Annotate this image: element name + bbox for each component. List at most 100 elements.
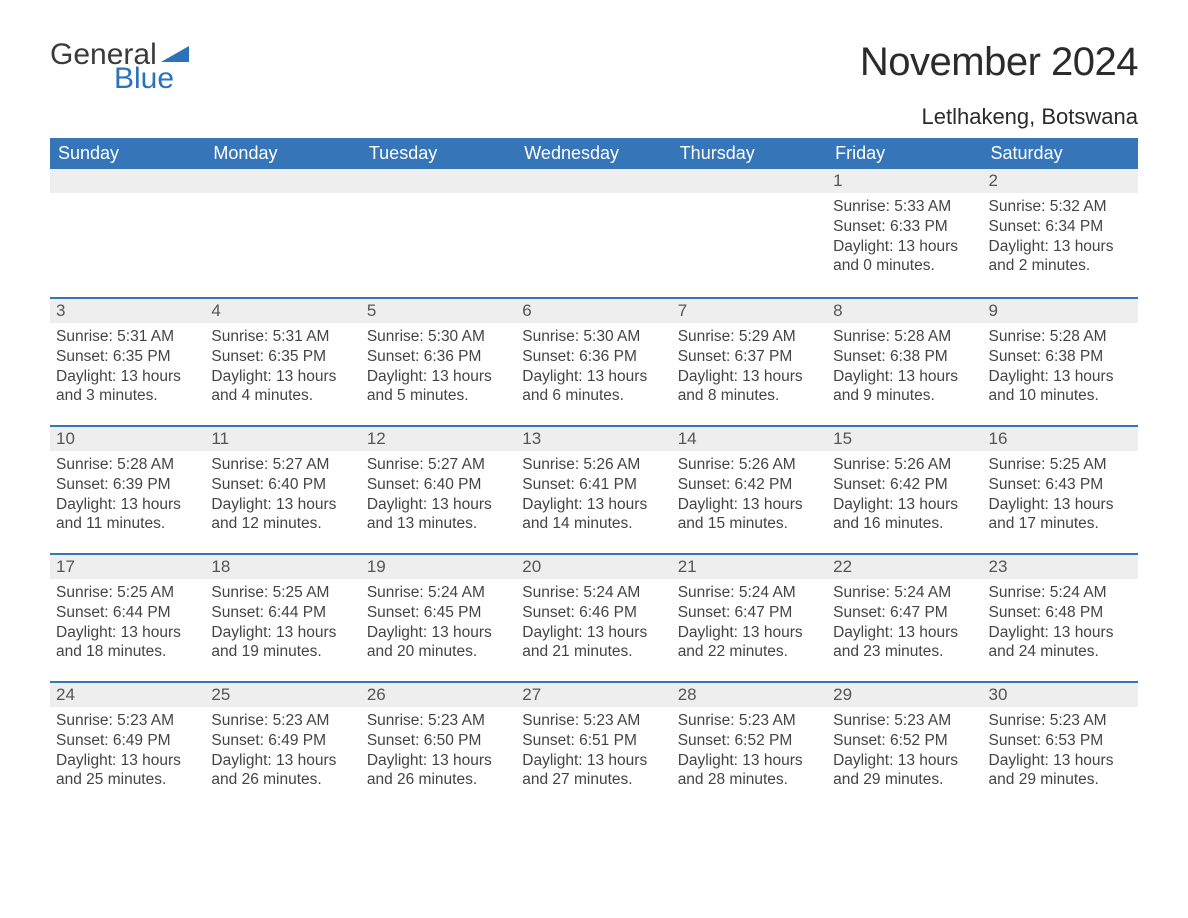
sunset-text: Sunset: 6:42 PM <box>678 475 821 495</box>
day-number: 20 <box>516 553 671 579</box>
day-details: Sunrise: 5:26 AMSunset: 6:42 PMDaylight:… <box>827 451 982 544</box>
calendar-table: SundayMondayTuesdayWednesdayThursdayFrid… <box>50 138 1138 809</box>
calendar-cell: 7Sunrise: 5:29 AMSunset: 6:37 PMDaylight… <box>672 297 827 425</box>
daylight-text: Daylight: 13 hours and 2 minutes. <box>989 237 1132 277</box>
day-number-empty <box>50 169 205 193</box>
daylight-text: Daylight: 13 hours and 21 minutes. <box>522 623 665 663</box>
day-number: 12 <box>361 425 516 451</box>
sunrise-text: Sunrise: 5:23 AM <box>678 711 821 731</box>
sunset-text: Sunset: 6:37 PM <box>678 347 821 367</box>
day-number: 18 <box>205 553 360 579</box>
day-number: 19 <box>361 553 516 579</box>
calendar-cell: 8Sunrise: 5:28 AMSunset: 6:38 PMDaylight… <box>827 297 982 425</box>
day-details: Sunrise: 5:30 AMSunset: 6:36 PMDaylight:… <box>361 323 516 416</box>
calendar-cell <box>205 169 360 297</box>
sunrise-text: Sunrise: 5:33 AM <box>833 197 976 217</box>
sunrise-text: Sunrise: 5:23 AM <box>833 711 976 731</box>
calendar-cell <box>516 169 671 297</box>
day-number: 7 <box>672 297 827 323</box>
location-label: Letlhakeng, Botswana <box>50 104 1138 130</box>
day-number: 3 <box>50 297 205 323</box>
day-details: Sunrise: 5:25 AMSunset: 6:43 PMDaylight:… <box>983 451 1138 544</box>
day-number: 21 <box>672 553 827 579</box>
logo-text-blue: Blue <box>114 64 189 94</box>
sunset-text: Sunset: 6:49 PM <box>56 731 199 751</box>
calendar-cell: 26Sunrise: 5:23 AMSunset: 6:50 PMDayligh… <box>361 681 516 809</box>
calendar-cell: 17Sunrise: 5:25 AMSunset: 6:44 PMDayligh… <box>50 553 205 681</box>
daylight-text: Daylight: 13 hours and 16 minutes. <box>833 495 976 535</box>
sunset-text: Sunset: 6:40 PM <box>211 475 354 495</box>
calendar-cell: 9Sunrise: 5:28 AMSunset: 6:38 PMDaylight… <box>983 297 1138 425</box>
daylight-text: Daylight: 13 hours and 26 minutes. <box>211 751 354 791</box>
calendar-cell: 29Sunrise: 5:23 AMSunset: 6:52 PMDayligh… <box>827 681 982 809</box>
calendar-cell: 16Sunrise: 5:25 AMSunset: 6:43 PMDayligh… <box>983 425 1138 553</box>
day-details: Sunrise: 5:23 AMSunset: 6:52 PMDaylight:… <box>672 707 827 800</box>
calendar-cell: 6Sunrise: 5:30 AMSunset: 6:36 PMDaylight… <box>516 297 671 425</box>
sunset-text: Sunset: 6:43 PM <box>989 475 1132 495</box>
day-details: Sunrise: 5:24 AMSunset: 6:47 PMDaylight:… <box>672 579 827 672</box>
sunrise-text: Sunrise: 5:25 AM <box>989 455 1132 475</box>
day-details: Sunrise: 5:25 AMSunset: 6:44 PMDaylight:… <box>50 579 205 672</box>
calendar-cell: 2Sunrise: 5:32 AMSunset: 6:34 PMDaylight… <box>983 169 1138 297</box>
day-number: 5 <box>361 297 516 323</box>
sunrise-text: Sunrise: 5:25 AM <box>56 583 199 603</box>
calendar-cell <box>672 169 827 297</box>
day-number: 4 <box>205 297 360 323</box>
sunset-text: Sunset: 6:49 PM <box>211 731 354 751</box>
day-number: 26 <box>361 681 516 707</box>
logo: General Blue <box>50 40 189 94</box>
sunset-text: Sunset: 6:36 PM <box>367 347 510 367</box>
sunrise-text: Sunrise: 5:28 AM <box>56 455 199 475</box>
day-number: 17 <box>50 553 205 579</box>
day-details: Sunrise: 5:24 AMSunset: 6:48 PMDaylight:… <box>983 579 1138 672</box>
day-number: 8 <box>827 297 982 323</box>
sunset-text: Sunset: 6:35 PM <box>56 347 199 367</box>
calendar-cell: 13Sunrise: 5:26 AMSunset: 6:41 PMDayligh… <box>516 425 671 553</box>
sunrise-text: Sunrise: 5:27 AM <box>367 455 510 475</box>
sunrise-text: Sunrise: 5:28 AM <box>833 327 976 347</box>
day-number: 28 <box>672 681 827 707</box>
calendar-cell: 4Sunrise: 5:31 AMSunset: 6:35 PMDaylight… <box>205 297 360 425</box>
day-number: 9 <box>983 297 1138 323</box>
sunset-text: Sunset: 6:44 PM <box>56 603 199 623</box>
daylight-text: Daylight: 13 hours and 26 minutes. <box>367 751 510 791</box>
day-number: 24 <box>50 681 205 707</box>
sunrise-text: Sunrise: 5:30 AM <box>367 327 510 347</box>
day-details: Sunrise: 5:31 AMSunset: 6:35 PMDaylight:… <box>205 323 360 416</box>
day-details: Sunrise: 5:23 AMSunset: 6:50 PMDaylight:… <box>361 707 516 800</box>
daylight-text: Daylight: 13 hours and 15 minutes. <box>678 495 821 535</box>
sunrise-text: Sunrise: 5:25 AM <box>211 583 354 603</box>
day-number: 29 <box>827 681 982 707</box>
daylight-text: Daylight: 13 hours and 11 minutes. <box>56 495 199 535</box>
day-details: Sunrise: 5:26 AMSunset: 6:42 PMDaylight:… <box>672 451 827 544</box>
day-number: 1 <box>827 169 982 193</box>
sunrise-text: Sunrise: 5:28 AM <box>989 327 1132 347</box>
sunset-text: Sunset: 6:46 PM <box>522 603 665 623</box>
calendar-cell: 14Sunrise: 5:26 AMSunset: 6:42 PMDayligh… <box>672 425 827 553</box>
day-number: 22 <box>827 553 982 579</box>
calendar-cell: 11Sunrise: 5:27 AMSunset: 6:40 PMDayligh… <box>205 425 360 553</box>
sunrise-text: Sunrise: 5:29 AM <box>678 327 821 347</box>
sunset-text: Sunset: 6:38 PM <box>989 347 1132 367</box>
sunset-text: Sunset: 6:41 PM <box>522 475 665 495</box>
daylight-text: Daylight: 13 hours and 20 minutes. <box>367 623 510 663</box>
calendar-cell: 12Sunrise: 5:27 AMSunset: 6:40 PMDayligh… <box>361 425 516 553</box>
calendar-cell: 23Sunrise: 5:24 AMSunset: 6:48 PMDayligh… <box>983 553 1138 681</box>
calendar-cell: 1Sunrise: 5:33 AMSunset: 6:33 PMDaylight… <box>827 169 982 297</box>
daylight-text: Daylight: 13 hours and 6 minutes. <box>522 367 665 407</box>
daylight-text: Daylight: 13 hours and 14 minutes. <box>522 495 665 535</box>
sunset-text: Sunset: 6:40 PM <box>367 475 510 495</box>
daylight-text: Daylight: 13 hours and 23 minutes. <box>833 623 976 663</box>
column-header: Monday <box>205 138 360 169</box>
sunset-text: Sunset: 6:51 PM <box>522 731 665 751</box>
sunrise-text: Sunrise: 5:24 AM <box>989 583 1132 603</box>
day-details: Sunrise: 5:23 AMSunset: 6:52 PMDaylight:… <box>827 707 982 800</box>
day-number-empty <box>205 169 360 193</box>
sunrise-text: Sunrise: 5:30 AM <box>522 327 665 347</box>
sunrise-text: Sunrise: 5:24 AM <box>522 583 665 603</box>
daylight-text: Daylight: 13 hours and 9 minutes. <box>833 367 976 407</box>
sunset-text: Sunset: 6:39 PM <box>56 475 199 495</box>
daylight-text: Daylight: 13 hours and 5 minutes. <box>367 367 510 407</box>
sunset-text: Sunset: 6:52 PM <box>833 731 976 751</box>
column-header: Tuesday <box>361 138 516 169</box>
